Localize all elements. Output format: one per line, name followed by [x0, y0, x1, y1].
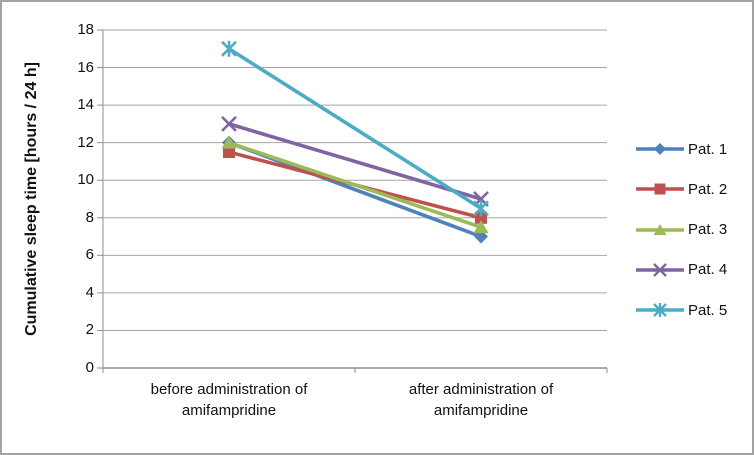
- y-tick-label: 4: [85, 283, 94, 301]
- x-category-label: before administration of amifampridine: [150, 381, 308, 419]
- marker-square: [223, 146, 235, 159]
- y-tick-label: 0: [85, 359, 94, 376]
- series-line-pat-5: [228, 47, 482, 210]
- y-tick-label: 6: [85, 246, 94, 264]
- legend-label: Pat. 5: [688, 301, 728, 319]
- legend-label: Pat. 3: [688, 221, 728, 238]
- y-tick-label: 14: [77, 96, 94, 114]
- series-line-pat-4: [228, 122, 482, 201]
- y-tick-label: 10: [77, 171, 94, 189]
- legend-label: Pat. 2: [688, 180, 728, 198]
- y-tick-label: 18: [77, 21, 94, 38]
- legend-label: Pat. 4: [688, 261, 728, 279]
- marker-asterisk: [473, 200, 489, 217]
- legend-entry-pat-1: Pat. 1: [635, 138, 752, 160]
- marker-triangle: [221, 135, 237, 149]
- legend-entry-pat-2: Pat. 2: [635, 178, 752, 200]
- y-tick-label: 2: [85, 321, 94, 339]
- marker-square: [475, 211, 487, 224]
- marker-x: [221, 115, 237, 132]
- legend: Pat. 1 Pat. 2 Pat. 3 Pat. 4 Pat. 5: [635, 138, 752, 321]
- legend-entry-pat-4: Pat. 4: [635, 259, 752, 281]
- marker-triangle: [473, 220, 489, 234]
- legend-entry-pat-3: Pat. 3: [635, 219, 752, 241]
- legend-marker-asterisk-icon: [636, 303, 684, 317]
- y-axis-title: Cumulative sleep time [hours / 24 h]: [23, 62, 40, 336]
- marker-asterisk: [221, 40, 237, 57]
- legend-marker-diamond-icon: [636, 143, 684, 155]
- legend-marker-square-icon: [636, 183, 684, 195]
- series-line-pat-3: [228, 140, 482, 229]
- y-tick-label: 16: [77, 58, 94, 76]
- x-category-label: after administration of amifampridine: [408, 381, 554, 419]
- y-tick-label: 12: [77, 133, 94, 151]
- legend-entry-pat-5: Pat. 5: [635, 299, 752, 321]
- legend-label: Pat. 1: [688, 140, 728, 158]
- legend-marker-x-icon: [636, 262, 684, 277]
- y-tick-label: 8: [85, 208, 94, 226]
- legend-marker-triangle-icon: [636, 223, 684, 235]
